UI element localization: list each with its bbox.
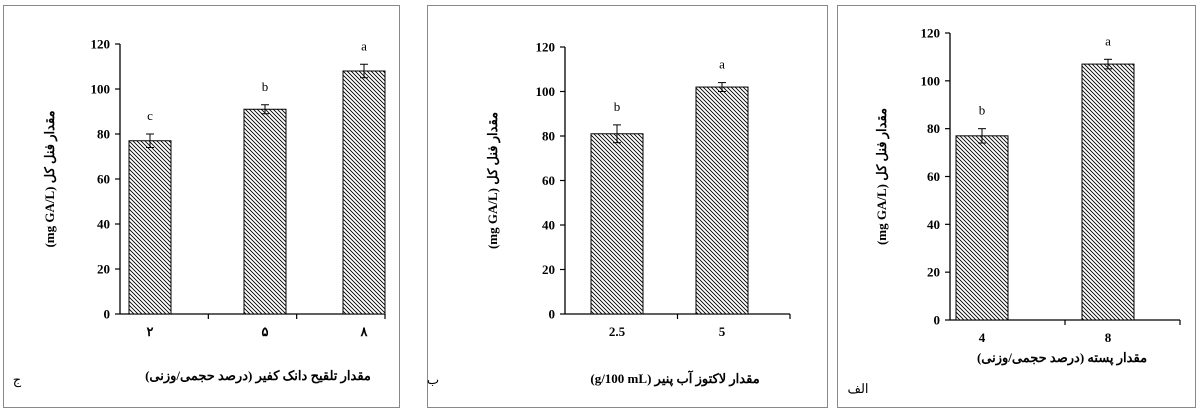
significance-label: c — [147, 108, 153, 123]
x-axis-label: مقدار پسته (درصد حجمی/وزنی) — [977, 350, 1147, 366]
bar — [342, 70, 386, 315]
panel-frame — [837, 5, 1196, 408]
x-axis-label: مقدار لاکتوز آب پنیر (g/100 mL) — [590, 370, 759, 387]
y-tick-label: 0 — [934, 313, 941, 328]
panel-label: ب — [427, 372, 439, 387]
y-tick-label: 100 — [921, 73, 941, 88]
y-tick-label: 20 — [542, 262, 555, 277]
y-tick-label: 40 — [97, 217, 110, 232]
x-tick-label: ۵ — [262, 324, 269, 339]
significance-label: b — [979, 103, 986, 118]
significance-label: a — [361, 38, 367, 53]
y-tick-label: 100 — [536, 84, 556, 99]
y-tick-label: 80 — [97, 127, 110, 142]
y-axis-unit: (mg GA/L) — [485, 185, 500, 249]
x-tick-label: 8 — [1105, 330, 1112, 345]
bar — [1081, 63, 1135, 321]
y-tick-label: 20 — [927, 265, 940, 280]
y-tick-label: 20 — [97, 262, 110, 277]
y-axis-label: (mg GA/L) مقدار فنل کل — [874, 108, 890, 245]
y-tick-label: 120 — [536, 40, 556, 55]
x-tick-label: ۸ — [360, 324, 369, 339]
y-axis-label: (mg GA/L) مقدار فنل کل — [485, 112, 501, 249]
x-axis-label: مقدار تلقیح دانک کفیر (درصد حجمی/وزنی) — [145, 368, 371, 384]
x-tick-label: 4 — [979, 330, 986, 345]
x-tick-label: ۲ — [147, 324, 154, 339]
significance-label: a — [1105, 33, 1111, 48]
significance-label: b — [262, 79, 269, 94]
y-tick-label: 40 — [542, 218, 555, 233]
y-tick-label: 60 — [542, 173, 555, 188]
y-axis-title: مقدار فنل کل — [42, 110, 58, 183]
y-tick-label: 0 — [549, 307, 556, 322]
significance-label: a — [719, 57, 725, 72]
panel-frame — [3, 5, 400, 408]
bar — [955, 135, 1009, 321]
y-tick-label: 60 — [927, 169, 940, 184]
bar — [243, 108, 287, 315]
y-axis-title: مقدار فنل کل — [485, 112, 501, 185]
bar — [128, 140, 172, 315]
y-tick-label: 80 — [542, 129, 555, 144]
panel-label: ج — [13, 372, 22, 388]
y-axis-unit: (mg GA/L) — [42, 183, 57, 247]
y-tick-label: 120 — [921, 26, 941, 41]
bar — [590, 133, 644, 315]
y-tick-label: 60 — [97, 172, 110, 187]
y-tick-label: 100 — [91, 82, 111, 97]
significance-label: b — [614, 99, 621, 114]
y-tick-label: 0 — [104, 307, 111, 322]
y-tick-label: 80 — [927, 121, 940, 136]
y-axis-unit: (mg GA/L) — [874, 181, 889, 245]
chart-panel-1: 0 20 40 60 80 100 120 c ۲ b ۵ a ۸ (mg GA/L) مقدار فنل… — [3, 5, 400, 408]
panel-frame — [427, 5, 828, 408]
bar — [695, 86, 749, 315]
y-tick-label: 40 — [927, 217, 940, 232]
y-axis-label: (mg GA/L) مقدار فنل کل — [42, 110, 58, 247]
y-tick-label: 120 — [91, 37, 111, 52]
x-tick-label: 2.5 — [609, 324, 626, 339]
y-axis-title: مقدار فنل کل — [874, 108, 890, 181]
chart-panel-3: 0 20 40 60 80 100 120 b 4 a 8 (mg GA/L) مقدار فنل ک… — [837, 5, 1196, 408]
x-tick-label: 5 — [719, 324, 726, 339]
panel-label: الف — [847, 381, 868, 396]
chart-panel-2: 0 20 40 60 80 100 120 b 2.5 a 5 (mg GA/L) مقدار فنل… — [427, 5, 828, 408]
